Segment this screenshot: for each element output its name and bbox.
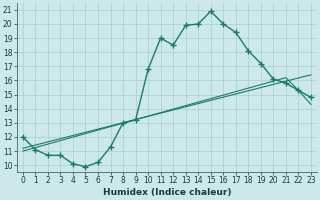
X-axis label: Humidex (Indice chaleur): Humidex (Indice chaleur) xyxy=(103,188,231,197)
